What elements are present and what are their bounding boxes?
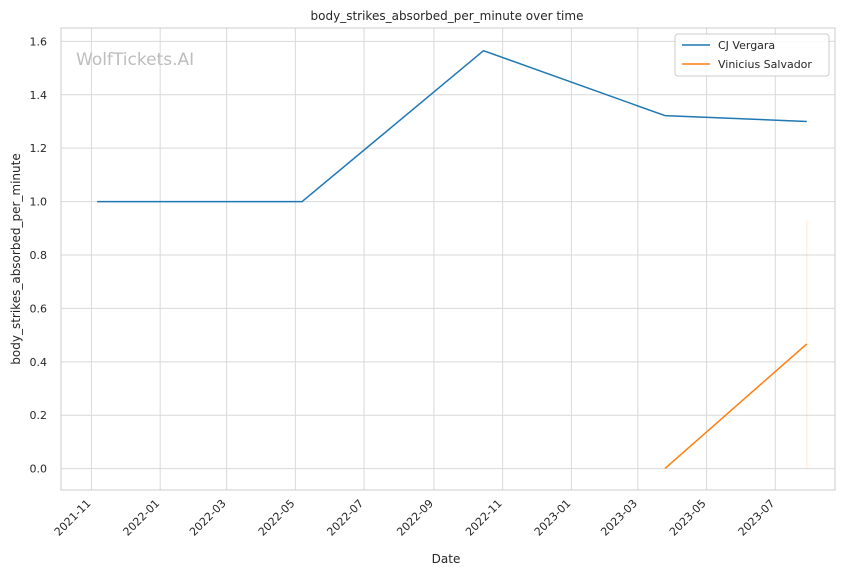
x-gridlines <box>90 28 776 490</box>
y-tick-label: 0.8 <box>30 249 48 262</box>
y-tick-label: 0.2 <box>30 409 48 422</box>
y-tick-label: 1.2 <box>30 142 48 155</box>
y-axis-title: body_strikes_absorbed_per_minute <box>9 153 23 364</box>
y-tick-labels: 0.0 0.2 0.4 0.6 0.8 1.0 1.2 1.4 1.6 <box>30 35 48 475</box>
series-line-vinicius-salvador <box>664 343 808 470</box>
legend-box <box>674 33 830 77</box>
y-tick-label: 1.6 <box>30 35 48 48</box>
x-axis-title: Date <box>432 552 461 566</box>
watermark: WolfTickets.AI <box>76 50 194 70</box>
y-tick-label: 0.4 <box>30 356 48 369</box>
y-tick-label: 1.4 <box>30 89 48 102</box>
series-layer <box>97 49 808 470</box>
y-tick-label: 1.0 <box>30 196 48 209</box>
y-gridlines <box>61 40 835 470</box>
y-tick-label: 0.0 <box>30 463 48 476</box>
legend: CJ Vergara Vinicius Salvador <box>674 33 830 77</box>
plot-area-frame <box>60 27 836 491</box>
chart-title: body_strikes_absorbed_per_minute over ti… <box>311 9 584 23</box>
y-tick-label: 0.6 <box>30 302 48 315</box>
legend-label-cj-vergara: CJ Vergara <box>718 39 775 52</box>
series-line-cj-vergara <box>97 49 807 203</box>
legend-label-vinicius-salvador: Vinicius Salvador <box>718 58 812 71</box>
